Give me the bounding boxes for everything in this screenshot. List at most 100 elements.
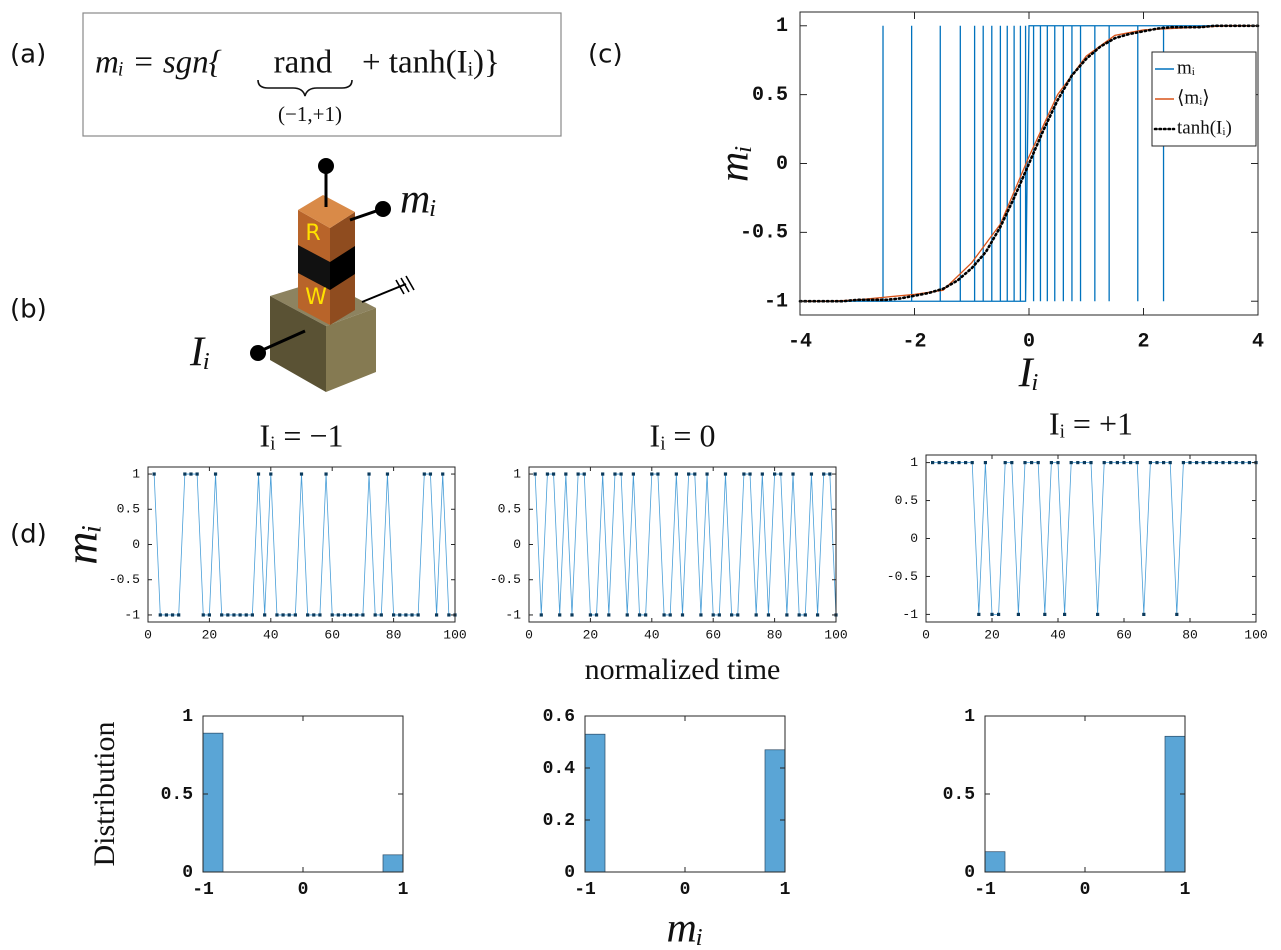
- marker: [324, 472, 328, 476]
- x-tick-label: 60: [1116, 627, 1132, 642]
- x-tick-label: 100: [443, 627, 466, 642]
- marker: [1162, 460, 1166, 465]
- marker: [983, 460, 987, 465]
- marker: [601, 472, 605, 476]
- marker: [1049, 460, 1053, 465]
- y-tick-label: 0: [132, 537, 140, 552]
- marker: [723, 472, 728, 476]
- x-tick-label: 40: [1050, 627, 1066, 642]
- y-tick-label: 1: [776, 15, 788, 38]
- marker: [964, 460, 968, 465]
- series-line: [534, 473, 837, 616]
- marker: [644, 613, 648, 617]
- terminal: [375, 201, 391, 217]
- equation-lhs: mᵢ = sgn{: [95, 45, 222, 81]
- y-tick-label: -1: [124, 607, 140, 622]
- equation-term-label: (−1,+1): [278, 102, 342, 126]
- marker: [220, 613, 224, 617]
- y-tick-label: -1: [505, 607, 521, 622]
- x-tick-label: 80: [1182, 627, 1198, 642]
- marker: [680, 613, 685, 617]
- histogram-bar: [984, 851, 1006, 873]
- marker: [576, 472, 580, 476]
- marker: [551, 472, 556, 476]
- marker: [625, 613, 629, 617]
- plot-area: [585, 716, 785, 872]
- marker: [385, 472, 390, 476]
- panel-label: (a): [10, 40, 46, 70]
- x-tick-label: 0: [1023, 330, 1035, 353]
- marker: [1030, 460, 1034, 465]
- legend-label: mᵢ: [1177, 57, 1195, 78]
- x-tick-label: -4: [788, 330, 812, 353]
- marker: [373, 613, 377, 617]
- y-tick-label: 0.5: [117, 502, 140, 517]
- marker: [990, 612, 994, 617]
- marker: [379, 613, 383, 617]
- marker: [937, 460, 941, 465]
- x-tick-label: 0: [1080, 880, 1091, 900]
- series-line: [798, 24, 1260, 303]
- marker: [803, 613, 807, 617]
- marker: [650, 472, 654, 476]
- marker: [699, 613, 703, 617]
- y-tick-label: 0.5: [498, 502, 521, 517]
- marker: [754, 613, 758, 617]
- marker: [637, 613, 642, 617]
- y-tick-label: 1: [964, 707, 975, 727]
- x-tick-label: -1: [574, 880, 596, 900]
- marker: [539, 613, 543, 617]
- marker: [244, 613, 248, 617]
- marker: [558, 613, 562, 617]
- ground: [395, 275, 415, 295]
- marker: [447, 613, 451, 617]
- x-tick-label: 60: [324, 627, 340, 642]
- histogram-bar: [202, 732, 224, 873]
- marker: [170, 613, 175, 617]
- marker: [1122, 460, 1126, 465]
- x-tick-label: 20: [202, 627, 218, 642]
- marker: [428, 472, 433, 476]
- plot-area: [926, 455, 1256, 622]
- marker: [330, 613, 334, 617]
- marker: [275, 613, 279, 617]
- x-tick-label: 0: [298, 880, 309, 900]
- x-tick-label: 1: [398, 880, 409, 900]
- x-tick-label: 20: [984, 627, 1000, 642]
- marker: [773, 472, 777, 476]
- histogram-bar: [1164, 735, 1186, 873]
- x-tick-label: 100: [1244, 627, 1267, 642]
- marker: [619, 472, 623, 476]
- marker: [1201, 460, 1205, 465]
- marker: [189, 472, 193, 476]
- marker: [1188, 460, 1192, 465]
- marker: [306, 613, 310, 617]
- marker: [195, 472, 199, 476]
- marker: [1096, 612, 1100, 617]
- marker: [779, 472, 783, 476]
- y-tick-label: 1: [132, 466, 140, 481]
- x-tick-label: 2: [1137, 330, 1149, 353]
- x-tick-label: -1: [974, 880, 996, 900]
- panel-label: (b): [10, 295, 47, 325]
- marker: [931, 460, 935, 465]
- marker: [1129, 460, 1133, 465]
- marker: [594, 613, 599, 617]
- legend-label: tanh(Iᵢ): [1177, 117, 1232, 138]
- marker: [201, 613, 205, 617]
- marker: [152, 472, 156, 476]
- marker: [416, 613, 420, 617]
- marker: [434, 613, 439, 617]
- y-tick-label: 0: [513, 537, 521, 552]
- marker: [711, 613, 715, 617]
- legend-label: ⟨mᵢ⟩: [1177, 87, 1210, 108]
- x-tick-label: 1: [780, 880, 791, 900]
- y-tick-label: 0.5: [895, 493, 918, 508]
- marker: [1102, 460, 1106, 465]
- marker: [730, 613, 734, 617]
- marker: [1142, 612, 1146, 617]
- histogram-bar: [584, 733, 606, 873]
- y-tick-label: 0.6: [543, 707, 575, 727]
- wire: [257, 329, 306, 354]
- marker: [1003, 460, 1007, 465]
